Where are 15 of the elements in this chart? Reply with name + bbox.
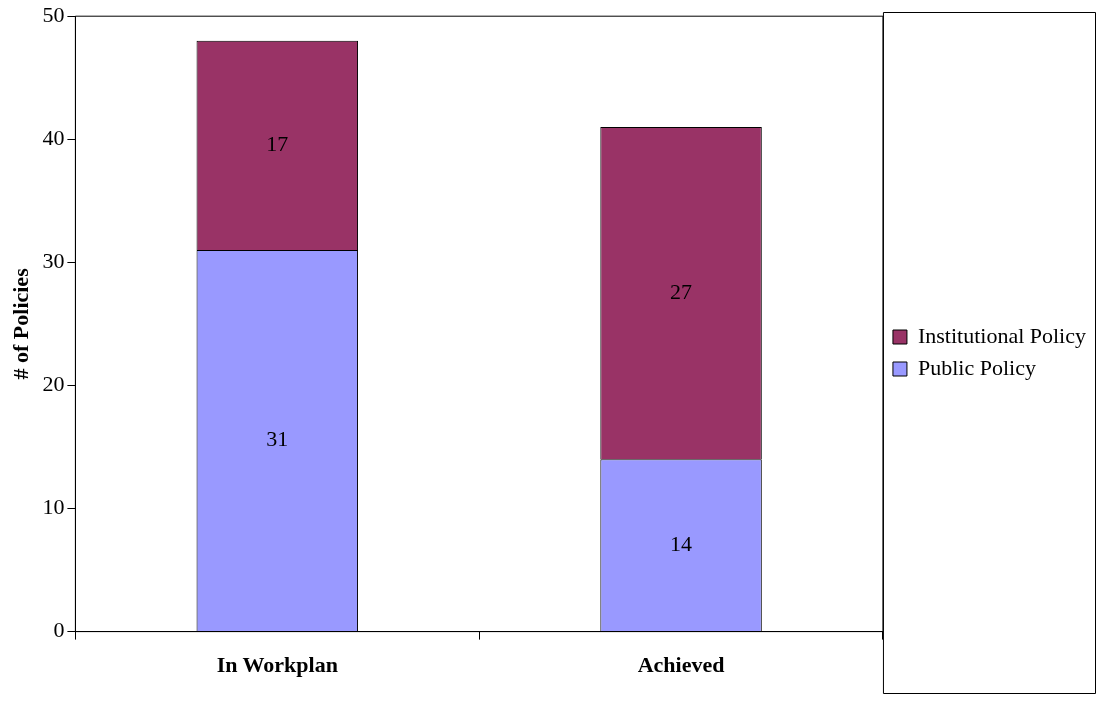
- x-tick-label: In Workplan: [216, 652, 338, 678]
- y-axis-title: # of Policies: [7, 267, 33, 380]
- y-tick-label: 0: [53, 617, 65, 643]
- y-tick-label: 10: [42, 494, 65, 520]
- x-tick-label: Achieved: [637, 652, 725, 678]
- data-label: 31: [266, 426, 289, 452]
- y-tick-label: 20: [42, 371, 65, 397]
- y-tick-label: 50: [42, 1, 65, 27]
- legend-label: Institutional Policy: [917, 322, 1087, 348]
- y-tick-label: 40: [42, 125, 65, 151]
- y-tick-label: 30: [42, 248, 65, 274]
- data-label: 14: [670, 530, 693, 556]
- data-label: 27: [670, 278, 693, 304]
- data-label: 17: [266, 131, 289, 157]
- legend-label: Public Policy: [917, 354, 1036, 380]
